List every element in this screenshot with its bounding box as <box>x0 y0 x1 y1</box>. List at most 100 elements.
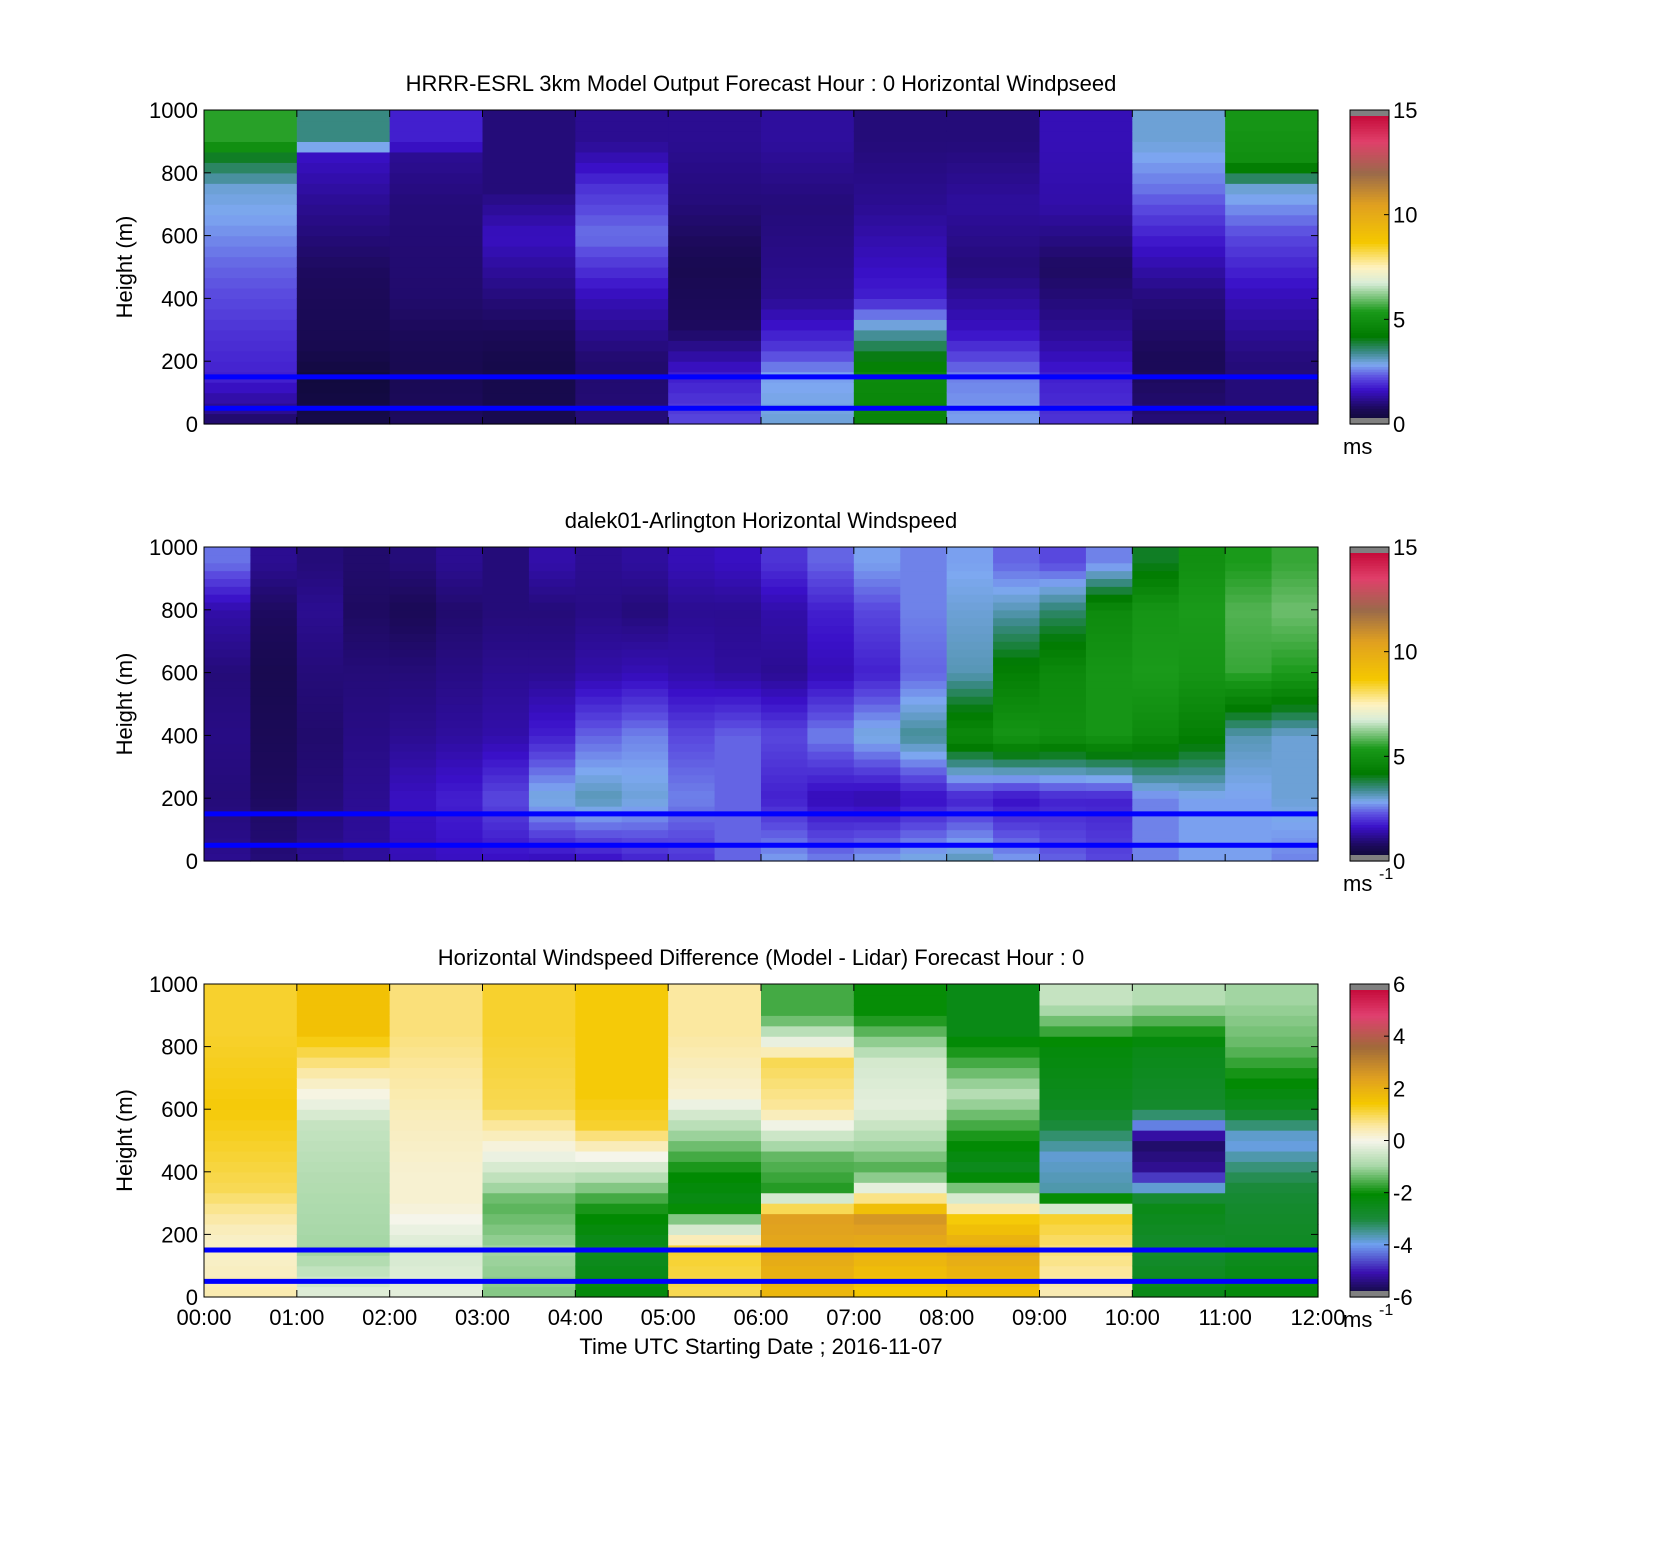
colorbar-swatch <box>1350 261 1389 265</box>
heatmap-cell <box>482 837 530 846</box>
heatmap-cell <box>621 688 669 697</box>
heatmap-cell <box>482 256 576 268</box>
heatmap-cell <box>761 151 855 163</box>
colorbar-swatch <box>1350 646 1389 650</box>
heatmap-cell <box>482 1255 576 1267</box>
colorbar-swatch <box>1350 1101 1389 1105</box>
heatmap-cell <box>482 594 530 603</box>
heatmap-cell <box>1132 656 1180 666</box>
heatmap-cell <box>1039 246 1133 258</box>
heatmap-cell <box>668 735 716 744</box>
heatmap-cell <box>343 806 391 815</box>
heatmap-cell <box>714 547 762 556</box>
colorbar-swatch <box>1350 732 1389 736</box>
heatmap-cell <box>436 743 484 752</box>
colorbar-swatch <box>1350 622 1389 627</box>
y-tick-label: 800 <box>161 598 198 623</box>
heatmap-cell <box>1039 664 1087 674</box>
colorbar-swatch <box>1350 596 1389 600</box>
heatmap-cell <box>389 798 437 807</box>
heatmap-cell <box>853 308 948 320</box>
heatmap-cell <box>296 120 391 132</box>
heatmap-cell <box>853 994 948 1006</box>
heatmap-cell <box>482 267 576 279</box>
heatmap-cell <box>436 570 484 579</box>
heatmap-cell <box>621 594 669 603</box>
heatmap-cell <box>853 1255 948 1267</box>
heatmap-cell <box>1271 704 1319 713</box>
colorbar-swatch <box>1350 285 1389 289</box>
heatmap-cell <box>668 1046 762 1058</box>
y-tick-label: 800 <box>161 161 198 186</box>
colorbar-swatch <box>1350 1281 1389 1285</box>
heatmap-cell <box>853 340 948 352</box>
heatmap-cell <box>482 214 576 226</box>
heatmap-cell <box>482 719 530 729</box>
heatmap-cell <box>761 829 809 839</box>
heatmap-cell <box>1225 308 1319 320</box>
colorbar-swatch <box>1350 264 1389 268</box>
heatmap-cell <box>761 766 809 776</box>
heatmap-cell <box>528 554 576 564</box>
heatmap-cell <box>528 609 576 619</box>
heatmap-cell <box>668 719 716 729</box>
colorbar-swatch <box>1350 180 1389 184</box>
heatmap-cell <box>575 329 669 341</box>
heatmap-cell <box>575 727 623 736</box>
colorbar-swatch <box>1350 1177 1389 1181</box>
heatmap-cell <box>853 821 901 831</box>
heatmap-cell <box>1085 586 1133 595</box>
heatmap-cell <box>1039 1088 1133 1100</box>
heatmap-cell <box>389 806 437 815</box>
heatmap-cell <box>668 1286 762 1298</box>
y-axis-label: Height (m) <box>112 653 137 756</box>
colorbar-swatch <box>1350 321 1389 326</box>
heatmap-cell <box>993 633 1041 642</box>
heatmap-cell <box>807 806 855 815</box>
x-tick-label: 06:00 <box>733 1305 788 1330</box>
heatmap-cell <box>853 609 901 619</box>
colorbar-swatch <box>1350 1137 1389 1142</box>
heatmap-cell <box>946 340 1041 352</box>
heatmap-cell <box>296 1046 391 1058</box>
heatmap-cell <box>1132 350 1226 362</box>
colorbar-swatch <box>1350 601 1389 606</box>
heatmap-cell <box>761 120 855 132</box>
heatmap-cell <box>482 547 530 556</box>
heatmap-cell <box>668 277 762 289</box>
colorbar-swatch <box>1350 1273 1389 1277</box>
heatmap-cell <box>204 743 252 752</box>
heatmap-cell <box>1039 554 1087 564</box>
heatmap-cell <box>482 735 530 744</box>
heatmap-cell <box>761 183 855 195</box>
colorbar-tick-label: 10 <box>1393 203 1417 228</box>
heatmap-cell <box>1178 633 1226 642</box>
colorbar-swatch <box>1350 1169 1389 1173</box>
heatmap-cell <box>946 845 994 854</box>
heatmap-cell <box>1039 1223 1133 1235</box>
heatmap-cell <box>528 735 576 744</box>
heatmap-cell <box>389 829 437 839</box>
heatmap-cell <box>343 735 391 744</box>
heatmap-cell <box>575 617 623 627</box>
heatmap-cell <box>389 120 484 132</box>
heatmap-cell <box>436 562 484 572</box>
heatmap-cell <box>436 813 484 823</box>
heatmap-cell <box>1178 735 1226 744</box>
heatmap-cell <box>204 766 252 776</box>
colorbar-swatch <box>1350 826 1389 831</box>
colorbar-swatch <box>1350 1255 1389 1259</box>
heatmap-cell <box>993 751 1041 760</box>
heatmap-cell <box>668 1015 762 1027</box>
heatmap-cell <box>343 719 391 729</box>
heatmap-cell <box>807 837 855 846</box>
heatmap-cell <box>761 214 855 226</box>
colorbar-tick-label: 15 <box>1393 535 1417 560</box>
heatmap-cell <box>807 766 855 776</box>
heatmap-cell <box>1132 120 1226 132</box>
colorbar-swatch <box>1350 188 1389 192</box>
heatmap-cell <box>296 151 391 163</box>
heatmap-cell <box>853 664 901 674</box>
colorbar-swatch <box>1350 282 1389 286</box>
colorbar-swatch <box>1350 785 1389 789</box>
